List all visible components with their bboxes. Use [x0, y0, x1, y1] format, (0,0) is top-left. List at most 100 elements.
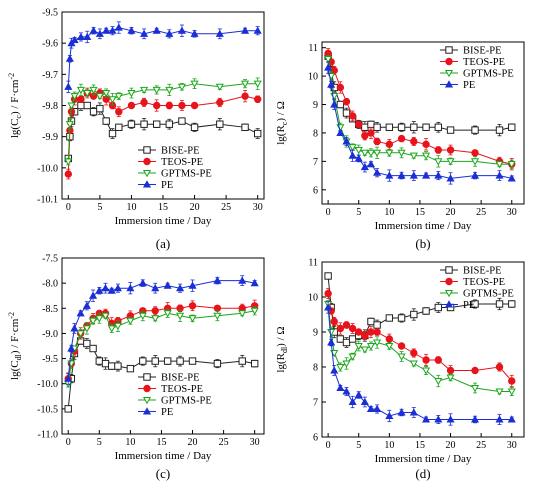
- legend-marker: [444, 69, 454, 78]
- data-point: [102, 117, 110, 125]
- data-point: [178, 101, 186, 110]
- y-axis-label-sup: -2: [7, 73, 16, 80]
- data-point: [397, 123, 406, 131]
- data-point: [373, 404, 382, 413]
- legend-label: PE: [161, 407, 173, 418]
- y-tick-label: -9.0: [42, 329, 58, 340]
- legend-marker: [444, 289, 454, 298]
- data-point: [102, 26, 111, 34]
- data-point: [324, 55, 333, 64]
- data-point: [354, 390, 363, 399]
- data-point: [89, 344, 97, 353]
- plot-frame: [61, 257, 265, 435]
- data-point: [241, 123, 249, 132]
- x-axis-label: Immersion time / Day: [115, 215, 212, 227]
- data-point: [77, 95, 85, 103]
- y-axis-label: lg(Rdl) / Ω: [275, 326, 289, 372]
- data-point: [95, 93, 104, 101]
- data-point: [385, 171, 394, 179]
- data-point: [165, 86, 174, 95]
- data-point: [367, 129, 375, 137]
- data-point: [83, 89, 92, 98]
- data-point: [373, 321, 381, 329]
- data-point: [165, 101, 174, 110]
- y-tick-label: -9.5: [42, 354, 58, 365]
- legend-marker: [444, 300, 454, 308]
- data-point: [83, 32, 92, 40]
- x-tick-label: 10: [125, 437, 135, 448]
- legend-marker: [445, 277, 453, 286]
- series-pe: [64, 275, 259, 385]
- series-line: [327, 307, 512, 420]
- data-point: [65, 121, 74, 129]
- data-point: [70, 35, 79, 44]
- legend-label: BISE-PE: [161, 146, 200, 157]
- data-point: [95, 286, 104, 294]
- data-point: [238, 357, 246, 365]
- data-point: [138, 278, 147, 287]
- data-point: [342, 360, 351, 368]
- data-point: [324, 289, 332, 298]
- legend-marker: [445, 266, 453, 274]
- data-point: [385, 314, 394, 322]
- y-tick-label: 7: [313, 157, 318, 168]
- data-point: [190, 101, 199, 110]
- data-point: [385, 342, 394, 351]
- data-point: [89, 108, 98, 116]
- data-point: [342, 109, 351, 117]
- data-point: [330, 92, 339, 101]
- legend-label: BISE-PE: [463, 266, 502, 277]
- y-tick-label: 11: [308, 43, 318, 54]
- y-tick-label: -9.6: [42, 39, 58, 50]
- y-tick-label: -8.5: [42, 304, 58, 315]
- data-point: [216, 120, 224, 128]
- data-point: [366, 342, 376, 351]
- data-point: [113, 283, 122, 292]
- data-point: [324, 272, 332, 280]
- data-point: [241, 26, 250, 34]
- data-point: [114, 362, 122, 370]
- data-point: [67, 344, 76, 352]
- y-axis-label-sub: c: [14, 115, 23, 119]
- data-point: [82, 325, 91, 333]
- data-point: [385, 149, 394, 158]
- data-point: [213, 304, 222, 312]
- data-point: [336, 363, 345, 372]
- data-point: [397, 149, 406, 158]
- data-point: [366, 159, 376, 168]
- x-axis-label: Immersion time / Day: [115, 450, 212, 462]
- x-axis-label: Immersion time / Day: [375, 220, 472, 232]
- data-point: [140, 86, 149, 95]
- y-axis-label-main: lg(R: [275, 352, 287, 372]
- data-point: [355, 120, 363, 129]
- data-point: [324, 63, 333, 71]
- y-axis-label-sub: c: [280, 121, 289, 125]
- legend-label: GPTMS-PE: [161, 169, 212, 180]
- y-tick-label: 7: [313, 398, 318, 409]
- y-axis-label-sub: dl: [14, 353, 23, 360]
- data-point: [354, 146, 363, 155]
- data-point: [127, 101, 136, 110]
- y-tick-label: -9.8: [42, 101, 58, 112]
- data-point: [327, 338, 336, 346]
- data-point: [64, 82, 73, 90]
- panel-label: (a): [156, 236, 170, 251]
- data-point: [108, 26, 117, 34]
- y-tick-label: 10: [308, 293, 318, 304]
- legend-marker: [143, 146, 151, 154]
- data-point: [126, 317, 135, 326]
- data-point: [138, 312, 147, 321]
- legend-label: TEOS-PE: [463, 57, 505, 68]
- data-point: [238, 276, 247, 284]
- data-point: [238, 310, 247, 318]
- data-point: [101, 283, 110, 292]
- data-point: [140, 98, 148, 107]
- data-point: [188, 302, 197, 310]
- chart-panel-1: 0 5 10 15 20 25 30 -10.1 -10.0 -9.9 -9.8 -9.7 -9.6 -9…: [7, 8, 265, 251]
- data-point: [89, 317, 98, 326]
- data-point: [327, 80, 336, 88]
- x-tick-label: 30: [507, 207, 517, 218]
- data-point: [178, 117, 186, 125]
- data-point: [140, 120, 148, 128]
